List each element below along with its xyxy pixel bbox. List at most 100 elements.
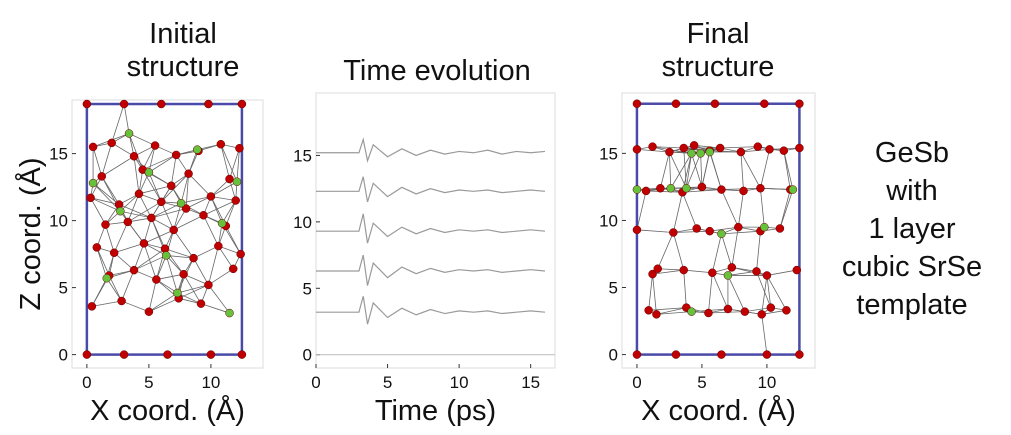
bond <box>669 152 672 189</box>
bond <box>133 243 145 271</box>
bond <box>740 151 761 189</box>
atom <box>762 271 772 280</box>
bond <box>155 255 167 280</box>
y-tick-label: 15 <box>49 145 68 164</box>
atom <box>199 210 208 220</box>
bond <box>148 154 177 173</box>
bond <box>170 154 177 186</box>
bond <box>101 142 113 177</box>
atom <box>717 229 726 239</box>
bond <box>779 189 794 229</box>
bond <box>203 200 236 216</box>
atom <box>144 168 154 177</box>
atom <box>766 303 776 312</box>
bond <box>114 242 145 254</box>
x-axis-label: X coord. (Å) <box>641 394 796 427</box>
atom <box>723 271 733 280</box>
bond <box>708 272 713 314</box>
atom <box>217 219 227 228</box>
bond <box>128 133 156 146</box>
bond <box>173 229 194 259</box>
plot-area <box>71 99 264 369</box>
bond <box>657 232 674 269</box>
bond <box>185 173 189 209</box>
bond <box>120 210 145 244</box>
atom <box>225 174 234 184</box>
bond <box>111 103 125 144</box>
bond <box>151 202 182 219</box>
bond <box>165 255 184 275</box>
bond <box>727 271 757 276</box>
atom <box>166 181 176 191</box>
bond <box>701 151 711 187</box>
bond <box>672 232 685 271</box>
y-tick-label: 10 <box>293 213 312 232</box>
bond <box>183 273 209 286</box>
atom <box>710 99 720 108</box>
atom <box>795 99 804 108</box>
y-tick-label: 0 <box>303 346 312 365</box>
atom <box>163 350 172 359</box>
bond <box>779 189 791 229</box>
bond <box>683 147 687 189</box>
bond <box>636 190 647 230</box>
bond <box>143 217 152 244</box>
bond <box>711 233 722 273</box>
atom <box>723 304 733 314</box>
bond <box>208 245 219 286</box>
atom <box>760 222 769 232</box>
atom <box>144 307 154 316</box>
bond <box>691 153 703 188</box>
bond <box>646 190 683 193</box>
atom <box>179 269 188 279</box>
bond <box>121 300 150 313</box>
atom <box>760 99 769 108</box>
trajectory <box>316 296 546 325</box>
bond <box>142 145 156 170</box>
y-tick-label: 15 <box>293 146 312 165</box>
atom <box>795 143 804 153</box>
atom <box>757 310 766 319</box>
bond <box>143 243 157 280</box>
bond <box>138 185 172 195</box>
atom <box>671 350 681 359</box>
atom <box>237 99 247 109</box>
atom <box>753 142 763 151</box>
atom <box>107 138 116 148</box>
bond <box>721 189 739 228</box>
bond <box>118 204 152 219</box>
atom <box>173 288 182 298</box>
x-axis-label: Time (ps) <box>375 395 496 427</box>
bond <box>636 229 674 233</box>
bond <box>127 201 162 223</box>
atom <box>124 129 134 138</box>
atom <box>216 139 226 149</box>
bond <box>721 233 733 268</box>
annotation: with <box>885 175 938 207</box>
atom <box>184 169 193 178</box>
atom <box>82 350 92 359</box>
bond <box>766 275 772 308</box>
bond <box>652 274 657 315</box>
atom <box>82 99 92 109</box>
atom <box>692 224 701 233</box>
bond <box>106 278 122 302</box>
atom <box>206 192 216 201</box>
bond <box>143 229 174 244</box>
atom <box>157 99 166 109</box>
bond <box>208 284 230 314</box>
bond <box>177 292 202 305</box>
atom <box>644 306 653 315</box>
annotation: GeSb <box>875 137 949 169</box>
bond <box>210 196 223 224</box>
atom <box>97 172 107 181</box>
atom <box>727 263 737 272</box>
atom <box>715 143 725 153</box>
y-tick-label: 5 <box>303 279 312 298</box>
bond <box>737 190 744 228</box>
bond <box>766 269 797 276</box>
bond <box>90 197 121 212</box>
atom <box>109 248 119 258</box>
